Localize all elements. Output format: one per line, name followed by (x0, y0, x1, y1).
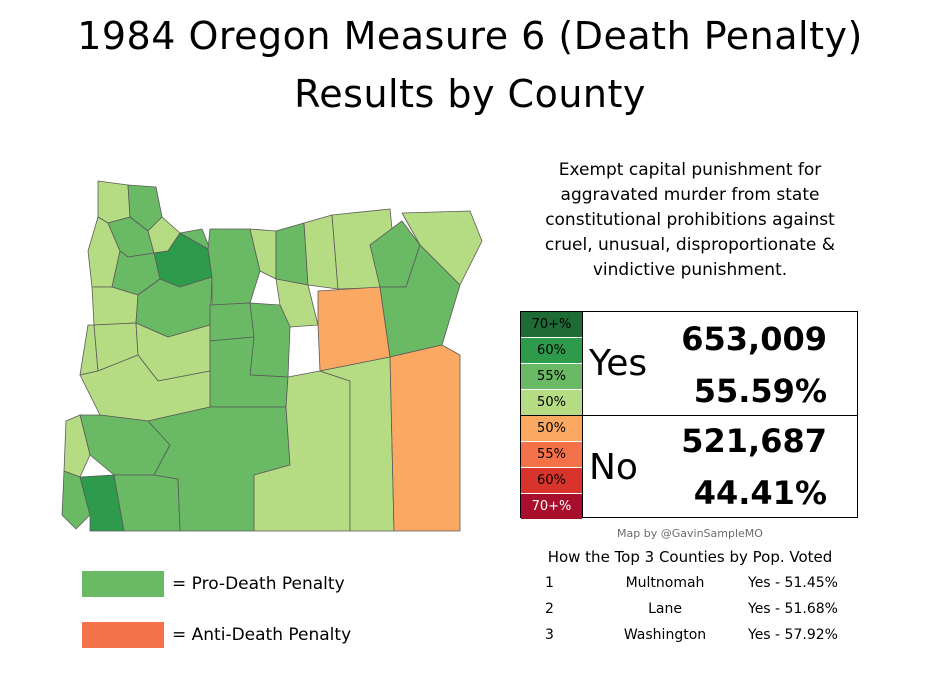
title-line-2: Results by County (294, 72, 646, 116)
county-name: Washington (623, 627, 707, 643)
county-jefferson[interactable] (209, 302, 255, 342)
county-gilliam[interactable] (275, 222, 309, 286)
county-wheeler[interactable] (275, 278, 319, 328)
scale-swatch-no-55: 55% (521, 442, 582, 467)
scale-swatch-no-60: 60% (521, 468, 582, 493)
county-name: Multnomah (625, 575, 705, 591)
county-result: Yes - 57.92% (748, 627, 838, 643)
no-votes: 521,687 (681, 422, 827, 460)
yes-votes: 653,009 (681, 320, 827, 358)
top-county-row: 1 Multnomah Yes - 51.45% (530, 575, 870, 597)
scale-swatch-no-50: 50% (521, 416, 582, 441)
county-jackson[interactable] (113, 474, 181, 532)
county-clatsop[interactable] (97, 180, 131, 224)
county-polk[interactable] (91, 286, 139, 326)
county-result: Yes - 51.45% (748, 575, 838, 591)
description-line: cruel, unusual, disproportionate & (544, 235, 836, 255)
title-line-1: 1984 Oregon Measure 6 (Death Penalty) (77, 14, 863, 58)
yes-percent: 55.59% (693, 372, 827, 410)
description-line: Exempt capital punishment for (558, 160, 822, 180)
county-rank: 2 (545, 601, 554, 617)
county-name: Lane (648, 601, 682, 617)
results-row-divider (521, 415, 857, 416)
description-line: constitutional prohibitions against (545, 210, 835, 230)
county-wasco[interactable] (207, 228, 261, 306)
legend-swatch-anti (82, 622, 164, 648)
legend-label-anti: = Anti-Death Penalty (172, 625, 352, 645)
county-malheur[interactable] (389, 344, 461, 532)
description-line: vindictive punishment. (592, 260, 788, 280)
top-county-row: 2 Lane Yes - 51.68% (530, 601, 870, 623)
county-josephine[interactable] (79, 474, 125, 532)
county-coos[interactable] (63, 414, 91, 478)
results-column-divider (582, 312, 583, 517)
legend-swatch-pro (82, 571, 164, 597)
top-county-row: 3 Washington Yes - 57.92% (530, 627, 870, 649)
county-result: Yes - 51.68% (748, 601, 838, 617)
oregon-county-map (61, 180, 483, 532)
yes-label: Yes (589, 343, 648, 384)
county-curry[interactable] (61, 470, 91, 530)
no-percent: 44.41% (693, 474, 827, 512)
county-rank: 1 (545, 575, 554, 591)
county-rank: 3 (545, 627, 554, 643)
measure-description: Exempt capital punishment for aggravated… (510, 158, 870, 283)
scale-swatch-no-70: 70+% (521, 494, 582, 519)
description-line: aggravated murder from state (560, 185, 820, 205)
scale-swatch-yes-70: 70+% (521, 312, 582, 337)
no-label: No (589, 447, 638, 488)
legend-label-pro: = Pro-Death Penalty (172, 574, 345, 594)
county-grant[interactable] (317, 286, 391, 372)
scale-swatch-yes-55: 55% (521, 364, 582, 389)
county-wallowa[interactable] (401, 210, 483, 286)
scale-swatch-yes-50: 50% (521, 390, 582, 415)
county-crook[interactable] (249, 302, 291, 378)
results-table: 70+% 60% 55% 50% 50% 55% 60% 70+% Yes 65… (520, 311, 858, 519)
top-counties-title: How the Top 3 Counties by Pop. Voted (547, 548, 833, 566)
map-credit: Map by @GavinSampleMO (617, 527, 763, 540)
scale-swatch-yes-60: 60% (521, 338, 582, 363)
county-harney[interactable] (319, 356, 395, 532)
